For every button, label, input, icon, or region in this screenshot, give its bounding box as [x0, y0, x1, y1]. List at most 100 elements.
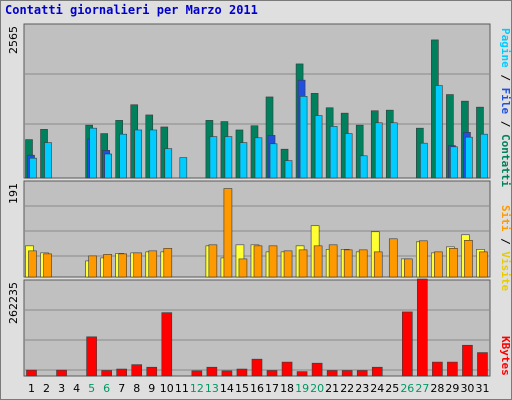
- bar-siti-31: [479, 251, 488, 278]
- bar-pagine-27: [420, 142, 428, 179]
- bar-kbytes-8: [131, 364, 143, 377]
- bar-pagine-2: [44, 142, 52, 179]
- x-tick-label-13: 13: [205, 382, 219, 395]
- x-tick-label-7: 7: [118, 382, 125, 395]
- bar-kbytes-10: [161, 312, 173, 377]
- y-max-label-contatti: 2565: [7, 26, 20, 54]
- bar-kbytes-14: [221, 370, 233, 377]
- bar-siti-1: [28, 250, 37, 278]
- bar-kbytes-15: [236, 368, 248, 377]
- legend-siti: Siti: [499, 205, 512, 232]
- bar-kbytes-16: [251, 358, 263, 377]
- bar-siti-28: [434, 251, 443, 278]
- bar-siti-6: [103, 254, 112, 278]
- bar-kbytes-6: [101, 370, 112, 377]
- bar-kbytes-17: [266, 370, 278, 377]
- x-tick-label-29: 29: [445, 382, 459, 395]
- x-tick-label-24: 24: [370, 382, 384, 395]
- x-tick-label-1: 1: [28, 382, 35, 395]
- bar-kbytes-28: [432, 361, 443, 377]
- bar-kbytes-21: [326, 370, 338, 377]
- x-tick-label-2: 2: [43, 382, 50, 395]
- x-tick-label-22: 22: [340, 382, 354, 395]
- legend-file: File: [499, 88, 512, 115]
- bar-pagine-7: [119, 133, 127, 179]
- x-tick-label-18: 18: [280, 382, 294, 395]
- x-tick-label-3: 3: [58, 382, 65, 395]
- bar-kbytes-19: [296, 371, 308, 377]
- legend-separator: /: [499, 68, 512, 88]
- bar-kbytes-29: [447, 361, 458, 377]
- x-tick-label-17: 17: [265, 382, 279, 395]
- x-tick-label-23: 23: [355, 382, 369, 395]
- bar-pagine-13: [209, 136, 218, 179]
- x-tick-label-21: 21: [325, 382, 339, 395]
- bar-kbytes-23: [356, 370, 368, 377]
- bar-pagine-25: [389, 122, 398, 179]
- bar-pagine-24: [374, 122, 383, 179]
- x-tick-label-4: 4: [73, 382, 80, 395]
- bar-pagine-11: [179, 157, 188, 179]
- bar-kbytes-7: [116, 368, 127, 377]
- bar-siti-9: [148, 250, 158, 278]
- bar-siti-19: [298, 249, 308, 278]
- bar-siti-24: [373, 251, 383, 278]
- bar-pagine-15: [239, 142, 248, 179]
- bar-kbytes-9: [146, 366, 158, 377]
- bar-siti-26: [404, 258, 413, 278]
- bar-siti-30: [464, 240, 473, 278]
- legend-right: Pagine / File / Contatti: [499, 28, 512, 187]
- bar-siti-21: [328, 244, 338, 278]
- x-tick-label-27: 27: [415, 382, 429, 395]
- x-tick-label-9: 9: [148, 382, 155, 395]
- legend-separator: /: [499, 114, 512, 134]
- bar-siti-14: [223, 188, 233, 278]
- bar-siti-29: [449, 248, 458, 278]
- x-tick-label-25: 25: [385, 382, 399, 395]
- bar-siti-22: [343, 249, 353, 278]
- x-tick-label-6: 6: [103, 382, 110, 395]
- bar-siti-7: [118, 253, 127, 278]
- bar-siti-18: [283, 250, 293, 278]
- x-tick-label-31: 31: [475, 382, 489, 395]
- bar-kbytes-12: [191, 370, 203, 377]
- x-tick-label-8: 8: [133, 382, 140, 395]
- bar-kbytes-13: [206, 366, 218, 377]
- bar-pagine-17: [269, 143, 278, 179]
- bar-kbytes-1: [26, 369, 37, 377]
- x-tick-label-16: 16: [250, 382, 264, 395]
- bar-kbytes-18: [281, 361, 293, 377]
- bar-siti-15: [238, 258, 248, 278]
- legend-kbytes: KBytes: [499, 336, 512, 376]
- legend-right: KBytes: [499, 336, 512, 376]
- bar-pagine-9: [149, 129, 158, 179]
- bar-kbytes-26: [402, 311, 413, 377]
- bar-siti-13: [208, 244, 218, 278]
- x-tick-label-10: 10: [160, 382, 174, 395]
- bar-siti-20: [313, 245, 323, 278]
- legend-pagine: Pagine: [499, 28, 512, 68]
- bar-kbytes-5: [86, 336, 97, 377]
- bar-pagine-29: [450, 146, 458, 179]
- legend-visite: Visite: [499, 251, 512, 291]
- bar-pagine-22: [344, 133, 353, 179]
- bar-pagine-21: [329, 126, 338, 179]
- bar-kbytes-20: [311, 362, 323, 377]
- x-tick-label-28: 28: [430, 382, 444, 395]
- bar-pagine-1: [29, 157, 37, 179]
- x-tick-label-20: 20: [310, 382, 324, 395]
- bar-pagine-28: [435, 85, 443, 179]
- x-tick-label-12: 12: [190, 382, 204, 395]
- x-tick-label-19: 19: [295, 382, 309, 395]
- bar-pagine-20: [314, 115, 323, 179]
- chart-title: Contatti giornalieri per Marzo 2011: [5, 3, 258, 17]
- bar-siti-23: [358, 249, 368, 278]
- bar-pagine-18: [284, 160, 293, 179]
- legend-right: Siti / Visite: [499, 205, 512, 291]
- legend-separator: /: [499, 232, 512, 252]
- legend-contatti: Contatti: [499, 134, 512, 187]
- bar-pagine-14: [224, 136, 233, 179]
- bar-kbytes-30: [462, 344, 473, 377]
- bar-siti-25: [388, 238, 398, 278]
- bar-siti-5: [88, 255, 97, 278]
